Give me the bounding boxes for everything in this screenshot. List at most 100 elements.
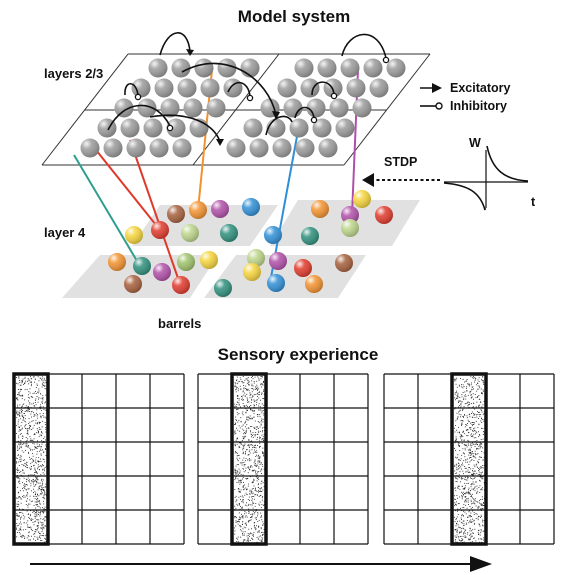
layer-2-3-neuron — [352, 98, 372, 118]
layer-2-3-neuron — [317, 58, 337, 78]
layer-2-3-neuron — [363, 58, 383, 78]
excitatory-marker-icon — [432, 83, 442, 93]
sensory-panel — [12, 372, 185, 546]
layer-4-neuron — [214, 279, 232, 297]
layers-2-3-label: layers 2/3 — [44, 66, 103, 81]
projection-line — [129, 139, 181, 285]
time-arrowhead-icon — [470, 556, 492, 572]
layer-4-neuron — [177, 253, 195, 271]
layer-4-neurons — [108, 190, 393, 297]
layer-4-neuron — [124, 275, 142, 293]
inhibitory-marker-icon — [435, 102, 443, 110]
layer-2-3-neuron — [272, 138, 292, 158]
layer-4-neuron — [167, 205, 185, 223]
connection-terminals — [134, 49, 390, 146]
layer-2-3-neuron — [295, 138, 315, 158]
layer-2-3-neuron — [217, 58, 237, 78]
layer-2-3-neuron — [346, 78, 366, 98]
layer-4-label: layer 4 — [44, 225, 86, 240]
legend-inhibitory-label: Inhibitory — [450, 99, 507, 113]
layer-4-neuron — [341, 206, 359, 224]
layer-4-neuron — [353, 190, 371, 208]
layer-2-3-neuron — [166, 118, 186, 138]
layer-4-neuron — [189, 201, 207, 219]
layer-4-neuron — [220, 224, 238, 242]
layer-4-neuron — [181, 224, 199, 242]
layer-2-3-neuron — [266, 118, 286, 138]
layer-4-neuron — [311, 200, 329, 218]
active-column-outline — [450, 372, 488, 546]
layer-2-3-neuron — [294, 58, 314, 78]
layer-4-neuron — [153, 263, 171, 281]
layer-4-neuron — [172, 276, 190, 294]
layer-2-3-neuron — [194, 58, 214, 78]
barrels-label: barrels — [158, 316, 201, 331]
layer-2-3-neuron — [114, 98, 134, 118]
layer-2-3-neuron — [300, 78, 320, 98]
layer-4-neuron — [375, 206, 393, 224]
layer-4-neuron — [125, 226, 143, 244]
layer-2-3-neuron — [80, 138, 100, 158]
layer-2-3-neurons — [80, 58, 406, 158]
sensory-panels — [12, 372, 555, 546]
layer-2-3-neuron — [120, 118, 140, 138]
layer-4-neuron — [247, 249, 265, 267]
layer-2-3-neuron — [340, 58, 360, 78]
layer-2-3-neuron — [335, 118, 355, 138]
layer-2-3-neuron — [137, 98, 157, 118]
layer-4-neuron — [243, 263, 261, 281]
layer-2-3-neuron — [243, 118, 263, 138]
legend-excitatory-label: Excitatory — [450, 81, 510, 95]
legend-inhibitory: Inhibitory — [420, 99, 507, 113]
layer-4-neuron — [305, 275, 323, 293]
layer-4-neuron — [301, 227, 319, 245]
layer-2-3-neuron — [318, 138, 338, 158]
layer-2-3-neuron — [226, 138, 246, 158]
layer-2-3-neuron — [171, 58, 191, 78]
projection-line — [73, 154, 141, 267]
layer-2-3-neuron — [329, 98, 349, 118]
barrel-planes — [62, 200, 420, 298]
layer-2-3-neuron — [283, 98, 303, 118]
t-axis-label: t — [531, 195, 536, 209]
activity-stipple — [234, 376, 265, 543]
activity-stipple — [16, 376, 47, 543]
sensory-panel — [383, 372, 555, 546]
layer-4-neuron — [269, 252, 287, 270]
layer-2-3-neuron — [386, 58, 406, 78]
layer-2-3-neuron — [154, 78, 174, 98]
layer-2-3-neuron — [148, 58, 168, 78]
layer-2-3-neuron — [131, 78, 151, 98]
layer-2-3-neuron — [177, 78, 197, 98]
layer-2-3-neuron — [160, 98, 180, 118]
layer-2-3-neuron — [143, 118, 163, 138]
barrel-plane — [204, 255, 366, 298]
layer-4-neuron — [242, 198, 260, 216]
layer-2-3-neuron — [103, 138, 123, 158]
layer-4-neuron — [151, 221, 169, 239]
layer-4-neuron — [335, 254, 353, 272]
layer-4-neuron — [108, 253, 126, 271]
layer-2-3-plane — [41, 53, 431, 166]
legend: Excitatory Inhibitory — [420, 81, 510, 113]
layer-2-3-neuron — [126, 138, 146, 158]
layer-4-neuron — [267, 274, 285, 292]
projection-line — [95, 149, 161, 231]
active-column-outline — [230, 372, 268, 546]
layer-4-neuron — [341, 219, 359, 237]
sensory-panel — [197, 372, 369, 546]
layer-2-3-neuron — [249, 138, 269, 158]
w-axis-label: W — [469, 136, 481, 150]
layer-2-3-neuron — [200, 78, 220, 98]
layer-4-neuron — [211, 200, 229, 218]
model-system-title: Model system — [238, 7, 350, 26]
layer-2-3-neuron — [206, 98, 226, 118]
layer-2-3-neuron — [149, 138, 169, 158]
stdp-inset: STDP W t — [362, 136, 536, 211]
legend-excitatory: Excitatory — [420, 81, 510, 95]
sensory-experience-title: Sensory experience — [218, 345, 379, 364]
stdp-arrowhead-icon — [362, 173, 374, 187]
layer-2-3-neuron — [306, 98, 326, 118]
layer-2-3-neuron — [223, 78, 243, 98]
